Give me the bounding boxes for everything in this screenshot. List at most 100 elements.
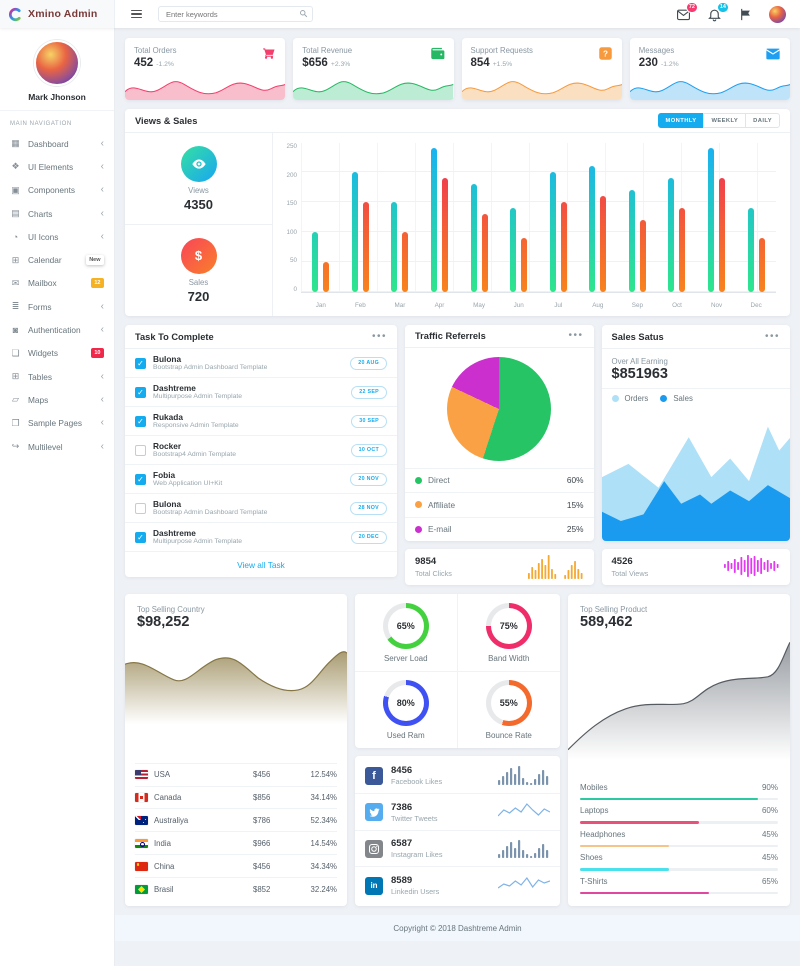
sidebar-item-authentication[interactable]: ◙ Authentication ‹ (0, 318, 114, 341)
sidebar-item-label: UI Icons (28, 231, 59, 242)
sidebar-item-ui-elements[interactable]: ❖ UI Elements ‹ (0, 155, 114, 178)
logo-icon (9, 7, 21, 21)
gauge-label: Used Ram (386, 731, 425, 740)
menu-toggle-icon[interactable] (129, 8, 144, 21)
country-table: USA $456 12.54% Canada $856 34.14% Australiya $… (125, 762, 347, 906)
task-checkbox[interactable]: ✓ (135, 415, 146, 427)
instagram-icon[interactable] (365, 839, 383, 858)
notifications-bell-icon[interactable]: 14 (707, 1, 729, 22)
y-tick: 50 (289, 257, 297, 265)
sidebar-item-mailbox[interactable]: ✉ Mailbox 12 (0, 272, 114, 295)
bar-group-dec (736, 208, 776, 292)
sidebar-item-widgets[interactable]: ❏ Widgets 10 (0, 342, 114, 365)
dollar-icon: $ (180, 237, 217, 274)
task-row: ✓ Dashtreme Multipurpose Admin Template 22 … (125, 378, 397, 407)
range-button-group: MONTHLY WEEKLY DAILY (657, 113, 780, 128)
sidebar-item-dashboard[interactable]: ▦ Dashboard ‹ (0, 132, 114, 155)
sidebar-item-label: Components (28, 185, 76, 196)
y-axis: 250 200 150 100 50 0 (281, 143, 301, 293)
range-button-weekly[interactable]: WEEKLY (703, 113, 747, 128)
logo[interactable]: Xmino Admin (0, 0, 115, 28)
total-views-value: 4526 (611, 556, 633, 568)
range-button-monthly[interactable]: MONTHLY (657, 113, 705, 128)
legend-label: Direct (428, 475, 450, 486)
earning-label: Over All Earning (611, 357, 668, 366)
bar-group-sep (618, 190, 658, 292)
sidebar-item-maps[interactable]: ▱ Maps ‹ (0, 388, 114, 411)
chevron-icon: ‹ (100, 324, 104, 336)
sidebar-item-calendar[interactable]: ⊞ Calendar New (0, 248, 114, 271)
task-checkbox[interactable]: ✓ (135, 357, 146, 369)
view-all-tasks-link[interactable]: View all Task (237, 559, 285, 570)
sidebar-nav: ▦ Dashboard ‹ ❖ UI Elements ‹ ▣ Components ‹ ▤ Cha… (0, 132, 114, 458)
views-bar (668, 178, 675, 292)
brasil-flag-icon (135, 884, 148, 894)
x-tick: Jun (513, 301, 524, 309)
top-product-value: 589,462 (580, 614, 633, 630)
eye-icon (180, 145, 217, 182)
views-bar (351, 172, 358, 292)
product-percent: 45% (761, 829, 778, 839)
profile-name: Mark Jhonson (28, 92, 86, 102)
sales-bar (679, 208, 686, 292)
twitter-icon[interactable] (365, 803, 383, 822)
sidebar-item-components[interactable]: ▣ Components ‹ (0, 179, 114, 202)
gauge-band-width: 75% Band Width (458, 594, 561, 671)
x-tick: Nov (710, 301, 723, 309)
stat-card-label: Support Requests (470, 46, 533, 55)
task-checkbox[interactable] (135, 444, 146, 456)
sidebar-item-label: UI Elements (28, 161, 74, 172)
profile-avatar[interactable] (34, 40, 80, 86)
sidebar-item-label: Sample Pages (28, 418, 82, 429)
product-row-t-shirts: T-Shirts 65% (580, 871, 778, 894)
country-percent: 34.14% (310, 792, 337, 802)
task-name: Dashtreme (153, 382, 196, 393)
user-avatar[interactable] (769, 5, 786, 23)
y-tick: 100 (286, 228, 297, 236)
task-checkbox[interactable]: ✓ (135, 386, 146, 398)
range-button-daily[interactable]: DAILY (745, 113, 780, 128)
task-description: Web Application UI+Kit (153, 480, 223, 488)
sales-status-title: Sales Satus (611, 331, 664, 342)
widgets-icon: ❏ (11, 347, 20, 358)
gauges-panel: 65% Server Load 75% Band Width 80% Used Ram 55… (355, 594, 560, 748)
sidebar-item-label: Multilevel (28, 441, 63, 452)
sidebar-item-ui-icons[interactable]: ◔ UI Icons ‹ (0, 225, 114, 248)
forms-icon: ≣ (11, 301, 20, 312)
sidebar-item-forms[interactable]: ≣ Forms ‹ (0, 295, 114, 318)
country-percent: 12.54% (310, 770, 337, 780)
maps-icon: ▱ (12, 394, 19, 405)
task-checkbox[interactable]: ✓ (135, 473, 146, 485)
chevron-icon: ‹ (100, 417, 104, 429)
linkedin-icon[interactable]: in (365, 876, 383, 895)
task-checkbox[interactable] (135, 502, 146, 514)
sidebar-item-multilevel[interactable]: ↪ Multilevel ‹ (0, 435, 114, 458)
product-row-laptops: Laptops 60% (580, 800, 778, 824)
envelope-icon (765, 46, 781, 65)
task-name: Bulona (153, 353, 182, 364)
x-tick: Dec (750, 301, 762, 309)
stat-card-sparkline (125, 81, 286, 100)
sidebar-item-tables[interactable]: ⊞ Tables ‹ (0, 365, 114, 388)
bar-chart-plot (301, 143, 776, 293)
product-progress-fill (580, 868, 670, 871)
language-flag-icon[interactable] (738, 7, 753, 22)
chevron-icon: ‹ (100, 137, 104, 149)
traffic-legend-direct: Direct 60% (405, 467, 594, 493)
messages-icon[interactable]: 72 (676, 1, 698, 22)
search-input[interactable] (158, 6, 313, 22)
social-label: Linkedin Users (391, 887, 440, 897)
search-icon[interactable] (299, 9, 308, 18)
svg-text:?: ? (603, 50, 608, 59)
question-icon: ? (598, 46, 613, 64)
sidebar-item-charts[interactable]: ▤ Charts ‹ (0, 202, 114, 225)
task-checkbox[interactable]: ✓ (135, 531, 146, 543)
stat-card-sparkline (461, 81, 622, 100)
bar-group-oct (657, 178, 697, 292)
sidebar-item-sample-pages[interactable]: ❐ Sample Pages ‹ (0, 412, 114, 435)
facebook-icon[interactable]: f (365, 766, 383, 785)
task-row: ✓ Bulona Bootstrap Admin Dashboard Templat… (125, 349, 397, 378)
sales-bar (758, 238, 765, 292)
x-tick: Jul (554, 301, 563, 309)
country-area-chart (125, 632, 347, 724)
